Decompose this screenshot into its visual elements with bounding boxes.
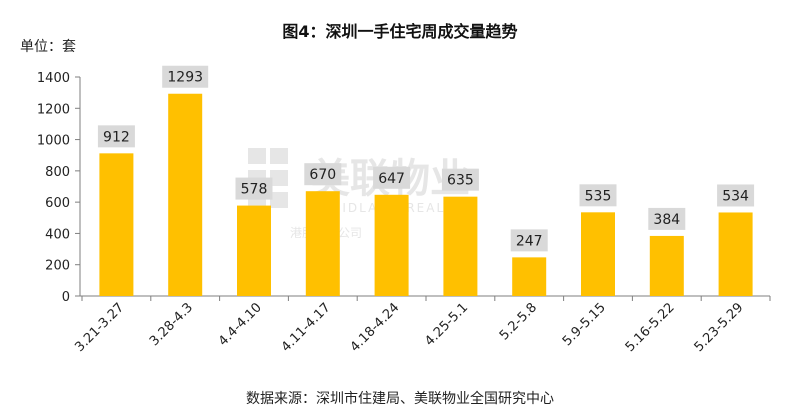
bar: [718, 212, 753, 296]
y-tick-label: 0: [62, 290, 70, 305]
data-label: 384: [648, 207, 686, 230]
data-label-box: [717, 184, 755, 207]
data-label-text: 534: [722, 188, 749, 204]
data-label-box: [441, 168, 479, 191]
data-label-text: 384: [653, 212, 680, 228]
data-label-text: 635: [447, 173, 474, 189]
data-label-text: 535: [585, 188, 612, 204]
data-label-box: [97, 125, 135, 148]
bar: [237, 205, 271, 296]
data-label-text: 670: [309, 167, 336, 183]
x-tick-label: 4.18-4.24: [348, 300, 403, 355]
y-tick-label: 400: [45, 227, 70, 242]
x-tick-label: 3.21-3.27: [72, 300, 127, 355]
x-tick-label: 5.9-5.15: [560, 300, 609, 349]
y-tick-label: 1200: [37, 102, 70, 117]
data-label-text: 912: [103, 129, 130, 145]
data-label-box: [304, 163, 342, 186]
y-tick-label: 1000: [37, 134, 70, 149]
x-tick-label: 4.11-4.17: [279, 300, 334, 355]
bar: [99, 153, 134, 296]
x-tick-label: 3.28-4.3: [147, 300, 196, 349]
x-tick-label: 5.16-5.22: [623, 300, 678, 355]
data-label: 912: [97, 125, 135, 148]
data-label-text: 247: [516, 233, 543, 249]
data-label: 247: [510, 229, 548, 252]
watermark-logo-block: [270, 170, 288, 186]
x-tick-label: 5.2-5.8: [497, 300, 540, 343]
data-label: 535: [579, 184, 617, 207]
data-label-box: [510, 229, 548, 252]
y-tick-label: 200: [45, 259, 70, 274]
x-tick-label: 4.25-5.1: [422, 300, 471, 349]
watermark-logo-block: [248, 148, 266, 164]
data-label: 578: [235, 177, 273, 200]
bar: [443, 196, 478, 296]
source-note: 数据来源：深圳市住建局、美联物业全国研究中心: [246, 391, 554, 407]
data-label: 1293: [162, 65, 209, 88]
y-tick-label: 600: [45, 196, 70, 211]
data-label-box: [373, 166, 411, 189]
data-label: 534: [717, 184, 755, 207]
y-tick-label: 1400: [37, 71, 70, 86]
bar: [649, 235, 684, 296]
x-tick-label: 5.23-5.29: [692, 300, 747, 355]
x-tick-labels: 3.21-3.27 3.28-4.3 4.4-4.10 4.11-4.17 4.18-4…: [72, 300, 746, 355]
data-label-box: [579, 184, 617, 207]
data-label: 647: [373, 166, 411, 189]
data-label-box: [235, 177, 273, 200]
data-label-box: [648, 207, 686, 230]
data-label-text: 1293: [167, 70, 203, 86]
bar: [512, 257, 547, 296]
x-tick-label: 4.4-4.10: [216, 300, 265, 349]
data-label-box: [162, 65, 209, 88]
y-tick-labels: 0 200 400 600 800 1000 1200 1400: [37, 71, 70, 305]
data-label-text: 647: [378, 171, 405, 187]
unit-label: 单位：套: [20, 39, 76, 55]
bar: [581, 212, 615, 296]
bar: [374, 194, 409, 296]
watermark-logo: [248, 148, 288, 208]
watermark: 美联物业MIDLAND REALTY港股上市公司: [248, 148, 470, 240]
data-label-text: 578: [241, 182, 268, 198]
watermark-logo-block: [270, 148, 288, 164]
bar: [168, 93, 203, 296]
data-label: 670: [304, 163, 342, 186]
data-labels-group: 912 1293 578 670 647 635 247 535 384 534: [97, 65, 755, 252]
bar: [305, 191, 340, 296]
data-label: 635: [441, 168, 479, 191]
chart-title: 图4：深圳一手住宅周成交量趋势: [282, 22, 518, 41]
watermark-logo-block: [270, 192, 288, 208]
bars-group: [99, 93, 753, 296]
y-tick-label: 800: [45, 165, 70, 180]
